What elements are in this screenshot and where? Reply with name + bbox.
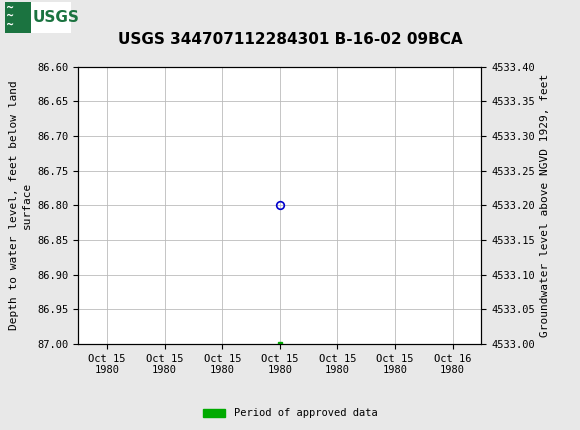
Legend: Period of approved data: Period of approved data <box>198 404 382 423</box>
Text: USGS 344707112284301 B-16-02 09BCA: USGS 344707112284301 B-16-02 09BCA <box>118 32 462 47</box>
Text: ~: ~ <box>6 3 14 13</box>
Text: USGS: USGS <box>32 10 79 25</box>
Y-axis label: Depth to water level, feet below land
surface: Depth to water level, feet below land su… <box>9 80 32 330</box>
Y-axis label: Groundwater level above NGVD 1929, feet: Groundwater level above NGVD 1929, feet <box>541 74 550 337</box>
Text: ~: ~ <box>6 20 14 30</box>
FancyBboxPatch shape <box>5 3 31 33</box>
Text: ~: ~ <box>6 11 14 21</box>
FancyBboxPatch shape <box>5 3 71 33</box>
